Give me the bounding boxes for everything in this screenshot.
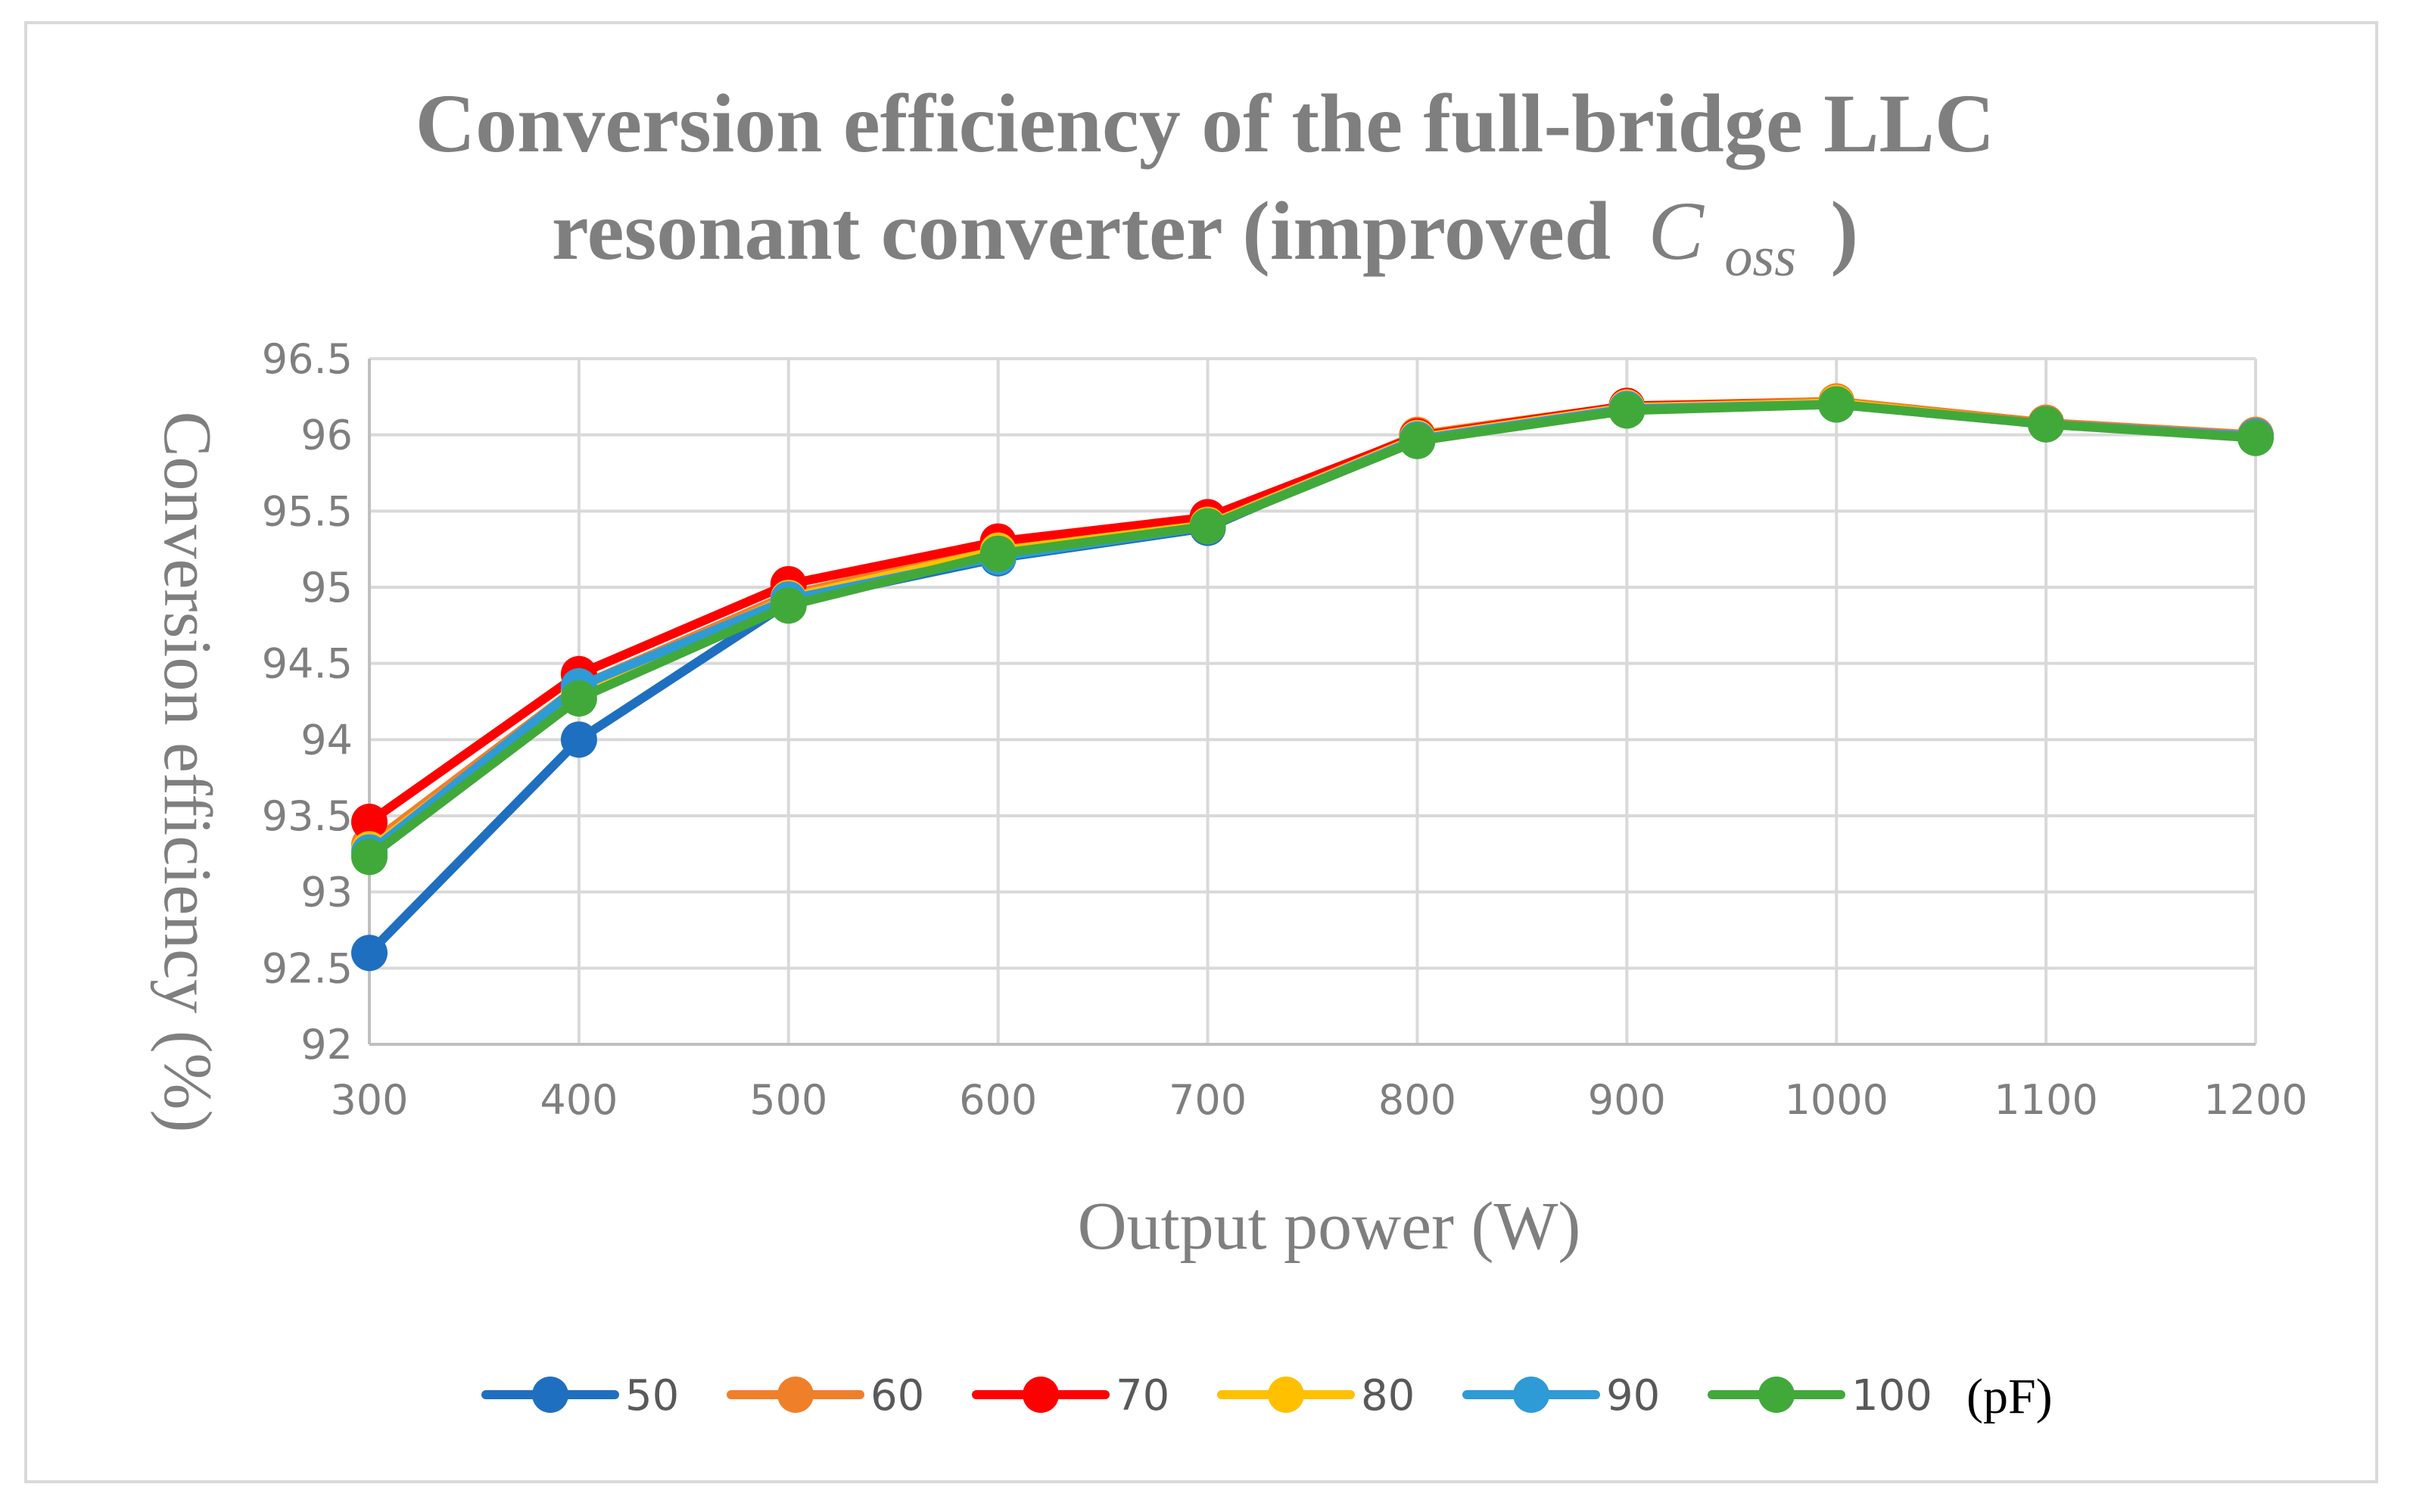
series-line-100: [365, 400, 2260, 862]
legend-label: 70: [1116, 1371, 1169, 1420]
chart-title-subscript: oss: [1724, 226, 1796, 288]
x-axis-title: Output power (W): [1078, 1189, 1581, 1264]
data-point-70: [351, 804, 388, 841]
legend-swatch-marker: [1268, 1377, 1304, 1413]
data-point-100: [979, 535, 1017, 572]
y-tick-label: 92.5: [262, 944, 353, 992]
data-point-50: [560, 721, 597, 758]
y-tick-label: 93: [300, 869, 353, 916]
x-tick-label: 1000: [1785, 1076, 1888, 1124]
data-point-100: [1189, 508, 1226, 545]
x-tick-label: 700: [1169, 1076, 1247, 1124]
gridlines: [368, 357, 2257, 1046]
legend-item-100: 100: [1708, 1371, 1932, 1420]
legend-label: 60: [870, 1371, 924, 1420]
legend-swatch-marker: [1513, 1377, 1549, 1413]
chart-title-line1: Conversion efficiency of the full-bridge…: [416, 77, 1995, 170]
y-tick-label: 95.5: [262, 487, 353, 535]
series-group: [351, 383, 2274, 972]
legend-swatch-marker: [1758, 1377, 1795, 1413]
legend-item-50: 50: [481, 1371, 679, 1420]
legend-swatch-marker: [532, 1377, 568, 1413]
x-tick-label: 900: [1588, 1076, 1666, 1124]
legend-label: 100: [1851, 1371, 1932, 1420]
series-line-70: [365, 398, 2260, 827]
y-tick-label: 96.5: [262, 335, 353, 383]
data-point-100: [770, 587, 807, 624]
x-tick-label: 300: [330, 1076, 408, 1124]
data-point-100: [351, 838, 388, 876]
x-tick-label: 600: [959, 1076, 1037, 1124]
y-tick-label: 96: [300, 412, 353, 459]
chart-title-line2: resonant converter (improved C oss ): [552, 185, 1858, 294]
chart-title-suffix: ): [1831, 185, 1859, 277]
legend-label: 80: [1361, 1371, 1415, 1420]
legend-label: 50: [625, 1371, 679, 1420]
series-70: [351, 384, 2274, 841]
legend-item-60: 60: [727, 1371, 924, 1420]
series-80: [351, 384, 2274, 868]
x-tick-label: 500: [749, 1076, 827, 1124]
y-tick-label: 94: [300, 716, 353, 764]
legend-label: 90: [1606, 1371, 1660, 1420]
series-100: [351, 386, 2274, 876]
series-line-80: [365, 398, 2260, 854]
axes: 92 92.5 93 93.5 94 94.5 95 95.5 96 96.5 300 400 500 6…: [262, 335, 2308, 1124]
x-tick-label: 1100: [1994, 1076, 2097, 1124]
y-tick-label: 94.5: [262, 640, 353, 688]
series-60: [351, 383, 2274, 863]
legend-item-80: 80: [1217, 1371, 1415, 1420]
data-point-100: [1818, 386, 1855, 423]
series-line-60: [365, 397, 2260, 850]
data-point-100: [560, 680, 597, 717]
chart-area: [24, 21, 2378, 1483]
data-point-100: [2028, 406, 2065, 443]
y-tick-label: 92: [300, 1021, 353, 1069]
x-tick-label: 1200: [2203, 1076, 2307, 1124]
legend-swatch-marker: [1023, 1377, 1059, 1413]
legend-unit-label: (pF): [1966, 1369, 2053, 1424]
chart-title-symbol: C: [1649, 185, 1705, 277]
x-tick-label: 400: [540, 1076, 618, 1124]
data-point-100: [1399, 422, 1436, 459]
data-point-100: [1608, 392, 1646, 429]
x-tick-label: 800: [1378, 1076, 1456, 1124]
y-tick-label: 95: [300, 564, 353, 611]
legend: 50 60 70 80 90 100 (pF): [481, 1369, 2053, 1424]
legend-item-90: 90: [1462, 1371, 1660, 1420]
data-point-100: [2237, 419, 2274, 456]
y-axis-title: Conversion efficiency (%): [150, 412, 225, 1133]
chart-title: Conversion efficiency of the full-bridge…: [416, 77, 1995, 294]
series-line-90: [365, 400, 2260, 857]
legend-swatch-marker: [777, 1377, 814, 1413]
chart-title-line2-prefix: resonant converter (improved: [552, 185, 1611, 277]
series-90: [351, 386, 2274, 871]
data-point-50: [351, 935, 388, 972]
y-tick-label: 93.5: [262, 792, 353, 840]
legend-item-70: 70: [972, 1371, 1169, 1420]
